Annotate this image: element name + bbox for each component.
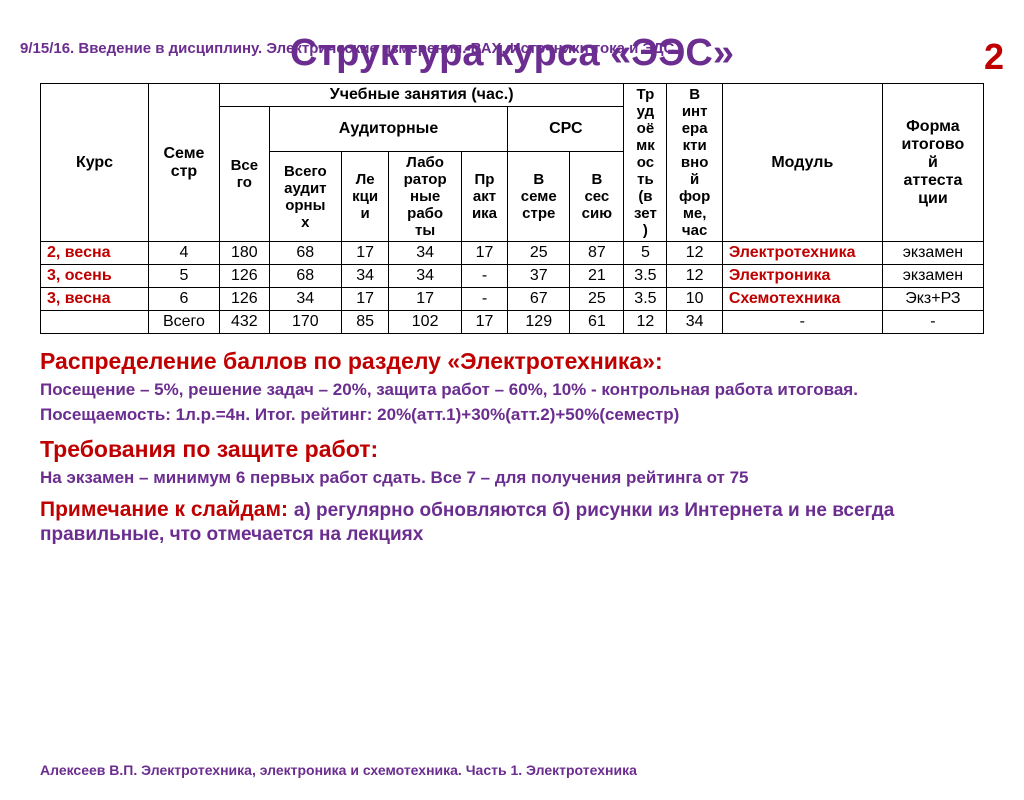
th-module: Модуль (722, 84, 882, 242)
table-cell: 17 (341, 242, 389, 265)
requirements-body: На экзамен – минимум 6 первых работ сдат… (40, 467, 984, 488)
th-workload: Тр уд оё мк ос ть (в зет ) (624, 84, 667, 242)
table-cell: 129 (508, 311, 570, 334)
th-insem: В семе стре (508, 152, 570, 242)
table-cell: 61 (570, 311, 624, 334)
table-row: Всего4321708510217129611234-- (41, 311, 984, 334)
distribution-body-1: Посещение – 5%, решение задач – 20%, защ… (40, 379, 984, 400)
table-cell: Всего (149, 311, 220, 334)
table-cell: 432 (219, 311, 269, 334)
table-cell: экзамен (882, 265, 983, 288)
table-cell: 68 (269, 265, 341, 288)
table-cell: 34 (389, 265, 461, 288)
table-row: 3, весна6126341717-67253.510Схемотехника… (41, 288, 984, 311)
th-insess: В сес сию (570, 152, 624, 242)
table-cell: 4 (149, 242, 220, 265)
table-cell: Схемотехника (722, 288, 882, 311)
table-cell: 34 (341, 265, 389, 288)
table-cell: экзамен (882, 242, 983, 265)
table-cell: 25 (570, 288, 624, 311)
table-cell: Электроника (722, 265, 882, 288)
table-cell: 67 (508, 288, 570, 311)
table-cell: 10 (667, 288, 722, 311)
table-cell: 85 (341, 311, 389, 334)
section-requirements-title: Требования по защите работ: (40, 436, 984, 463)
th-totalclass: Всего аудит орны х (269, 152, 341, 242)
table-cell: 126 (219, 288, 269, 311)
header-topic: 9/15/16. Введение в дисциплину. Электрич… (20, 40, 674, 57)
th-srs: СРС (508, 107, 624, 152)
table-cell: 17 (461, 242, 507, 265)
table-cell: 12 (667, 242, 722, 265)
th-lectures: Ле кци и (341, 152, 389, 242)
th-lab: Лабо ратор ные рабо ты (389, 152, 461, 242)
table-cell: Экз+РЗ (882, 288, 983, 311)
table-cell: 17 (341, 288, 389, 311)
table-cell: Электротехника (722, 242, 882, 265)
th-course: Курс (41, 84, 149, 242)
th-practice: Пр акт ика (461, 152, 507, 242)
table-cell: 180 (219, 242, 269, 265)
table-cell: 6 (149, 288, 220, 311)
table-cell: 34 (269, 288, 341, 311)
table-cell: 12 (624, 311, 667, 334)
table-cell: 3, осень (41, 265, 149, 288)
table-cell: 34 (389, 242, 461, 265)
table-cell (41, 311, 149, 334)
table-cell: 37 (508, 265, 570, 288)
section-distribution-title: Распределение баллов по разделу «Электро… (40, 348, 984, 375)
table-cell: 102 (389, 311, 461, 334)
table-cell: 3.5 (624, 265, 667, 288)
table-cell: 12 (667, 265, 722, 288)
table-cell: 25 (508, 242, 570, 265)
footer-text: Алексеев В.П. Электротехника, электроник… (40, 762, 637, 778)
table-cell: 17 (389, 288, 461, 311)
th-classroom: Аудиторные (269, 107, 507, 152)
table-cell: 5 (149, 265, 220, 288)
table-cell: 34 (667, 311, 722, 334)
distribution-body-2: Посещаемость: 1л.р.=4н. Итог. рейтинг: 2… (40, 404, 984, 425)
table-cell: 17 (461, 311, 507, 334)
table-row: 3, осень5126683434-37213.512Электроникаэ… (41, 265, 984, 288)
table-cell: - (882, 311, 983, 334)
table-cell: 68 (269, 242, 341, 265)
table-cell: - (461, 288, 507, 311)
table-cell: 170 (269, 311, 341, 334)
table-cell: 3, весна (41, 288, 149, 311)
th-semester: Семе стр (149, 84, 220, 242)
table-cell: 2, весна (41, 242, 149, 265)
table-cell: 3.5 (624, 288, 667, 311)
table-cell: 126 (219, 265, 269, 288)
course-table: Курс Семе стр Учебные занятия (час.) Тр … (40, 83, 984, 334)
table-cell: 21 (570, 265, 624, 288)
table-cell: - (722, 311, 882, 334)
table-cell: - (461, 265, 507, 288)
th-total: Все го (219, 107, 269, 242)
note-label: Примечание к слайдам: (40, 498, 294, 521)
th-interactive: В инт ера кти вно й фор ме, час (667, 84, 722, 242)
table-cell: 87 (570, 242, 624, 265)
table-row: 2, весна4180681734172587512Электротехник… (41, 242, 984, 265)
note-line: Примечание к слайдам: а) регулярно обнов… (40, 498, 984, 546)
th-classes: Учебные занятия (час.) (219, 84, 624, 107)
th-examform: Форма итогово й аттеста ции (882, 84, 983, 242)
table-cell: 5 (624, 242, 667, 265)
page-number: 2 (984, 36, 1004, 78)
